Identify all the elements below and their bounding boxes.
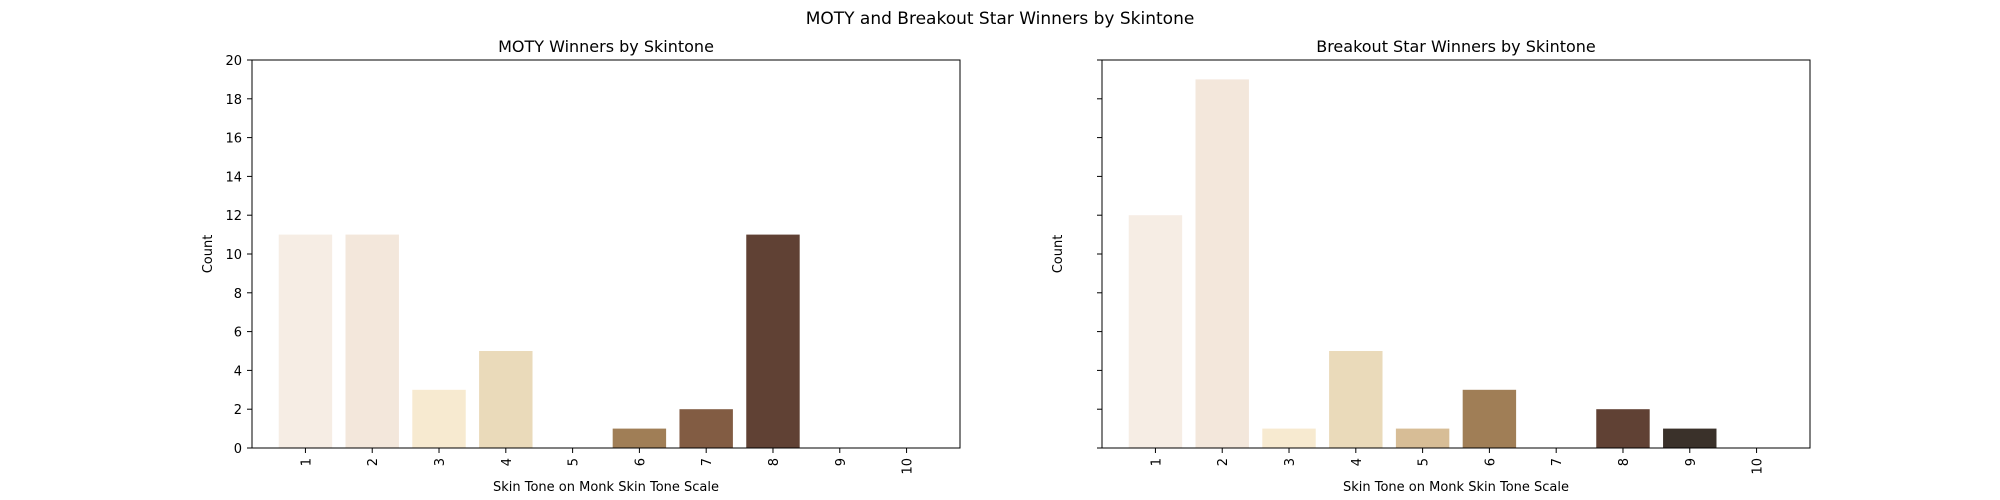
breakout-chart-title: Breakout Star Winners by Skintone (1316, 37, 1596, 56)
moty-y-tick-label: 12 (225, 209, 242, 224)
breakout-bar-9 (1663, 428, 1717, 448)
breakout-bar-5 (1395, 428, 1450, 448)
breakout-star-chart: 1 2 3 4 5 6 7 8 9 10 Breakout Star Winners by Skin… (1051, 37, 1811, 495)
moty-x-tick-label: 8 (767, 458, 782, 466)
moty-x-tick-label: 7 (700, 458, 715, 466)
moty-y-axis-label: Count (201, 235, 216, 274)
moty-bar-7 (679, 409, 733, 448)
moty-bar-4 (479, 351, 533, 448)
breakout-x-tick-label: 2 (1216, 458, 1231, 466)
moty-y-tick-label: 14 (225, 170, 242, 185)
moty-y-tick-label: 8 (234, 287, 242, 302)
breakout-bar-3 (1262, 428, 1316, 448)
breakout-bar-1 (1128, 215, 1183, 448)
breakout-x-tick-label: 1 (1149, 458, 1164, 466)
breakout-bar-4 (1329, 351, 1383, 448)
breakout-x-tick-label: 6 (1483, 458, 1498, 466)
breakout-x-tick-label: 4 (1350, 458, 1365, 466)
moty-x-tick-label: 6 (633, 458, 648, 466)
moty-x-tick-label: 5 (567, 458, 582, 466)
moty-x-tick-label: 1 (299, 458, 314, 466)
moty-y-tick-label: 0 (234, 442, 242, 457)
breakout-x-tick-label: 7 (1550, 458, 1565, 466)
breakout-x-tick-label: 3 (1283, 458, 1298, 466)
figure-title: MOTY and Breakout Star Winners by Skinto… (806, 9, 1195, 29)
breakout-x-tick-label: 8 (1617, 458, 1632, 466)
moty-x-axis-label: Skin Tone on Monk Skin Tone Scale (493, 480, 719, 495)
moty-y-tick-label: 18 (225, 93, 242, 108)
moty-y-tick-label: 6 (234, 326, 242, 341)
breakout-x-tick-label: 5 (1417, 458, 1432, 466)
moty-y-tick-label: 16 (225, 132, 242, 147)
breakout-bar-6 (1462, 389, 1517, 448)
moty-y-tick-label: 20 (225, 54, 242, 69)
moty-x-tick-label: 2 (366, 458, 381, 466)
moty-chart-title: MOTY Winners by Skintone (498, 37, 714, 56)
moty-x-tick-label: 4 (500, 458, 515, 466)
moty-bar-3 (412, 389, 466, 448)
moty-x-tick-label: 9 (834, 458, 849, 466)
moty-bar-2 (345, 234, 399, 448)
moty-y-tick-label: 4 (234, 364, 242, 379)
breakout-x-axis-label: Skin Tone on Monk Skin Tone Scale (1343, 480, 1569, 495)
moty-bar-8 (746, 234, 800, 448)
moty-y-tick-label: 10 (225, 248, 242, 263)
moty-bar-6 (612, 428, 667, 448)
breakout-x-tick-label: 10 (1751, 458, 1766, 475)
breakout-x-tick-label: 9 (1684, 458, 1699, 466)
moty-bar-1 (278, 234, 333, 448)
breakout-bar-2 (1195, 79, 1249, 449)
breakout-y-axis-label: Count (1051, 235, 1066, 274)
moty-x-tick-label: 10 (901, 458, 916, 475)
moty-y-tick-label: 2 (234, 403, 242, 418)
moty-x-tick-label: 3 (433, 458, 448, 466)
breakout-bar-8 (1596, 409, 1650, 448)
